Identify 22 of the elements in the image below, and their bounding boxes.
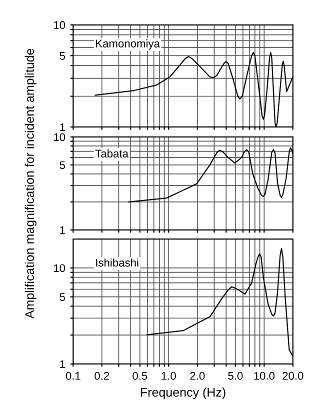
- y-tick-label: 10: [54, 264, 66, 272]
- y-tick-label: 5: [60, 161, 66, 170]
- x-tick-label: 1.0: [162, 372, 176, 380]
- annotation: Ishibashi: [96, 258, 138, 267]
- y-axis-title: Amplification magnification for incident amplitude: [24, 48, 36, 319]
- y-tick-label: 5: [60, 52, 66, 60]
- y-tick-label: 1: [60, 360, 65, 368]
- x-tick-label: 2.0: [190, 372, 205, 380]
- y-tick-label: 1: [60, 226, 65, 234]
- y-tick-label: 5: [60, 293, 66, 301]
- y-tick-label: 1: [60, 123, 65, 132]
- x-tick-label: 0.1: [66, 372, 80, 380]
- x-tick-label: 0.2: [94, 372, 110, 380]
- x-tick-label: 20.0: [282, 372, 304, 380]
- annotation: Kamonomiya: [96, 39, 160, 50]
- x-tick-label: 0.5: [132, 372, 148, 380]
- x-tick-label: 5.0: [228, 372, 243, 380]
- x-axis-title: Frequency (Hz): [140, 388, 226, 400]
- annotation: Tabata: [95, 149, 128, 158]
- y-tick-label: 10: [54, 133, 66, 142]
- y-tick-label: 10: [54, 21, 66, 30]
- x-tick-label: 10.0: [254, 372, 275, 380]
